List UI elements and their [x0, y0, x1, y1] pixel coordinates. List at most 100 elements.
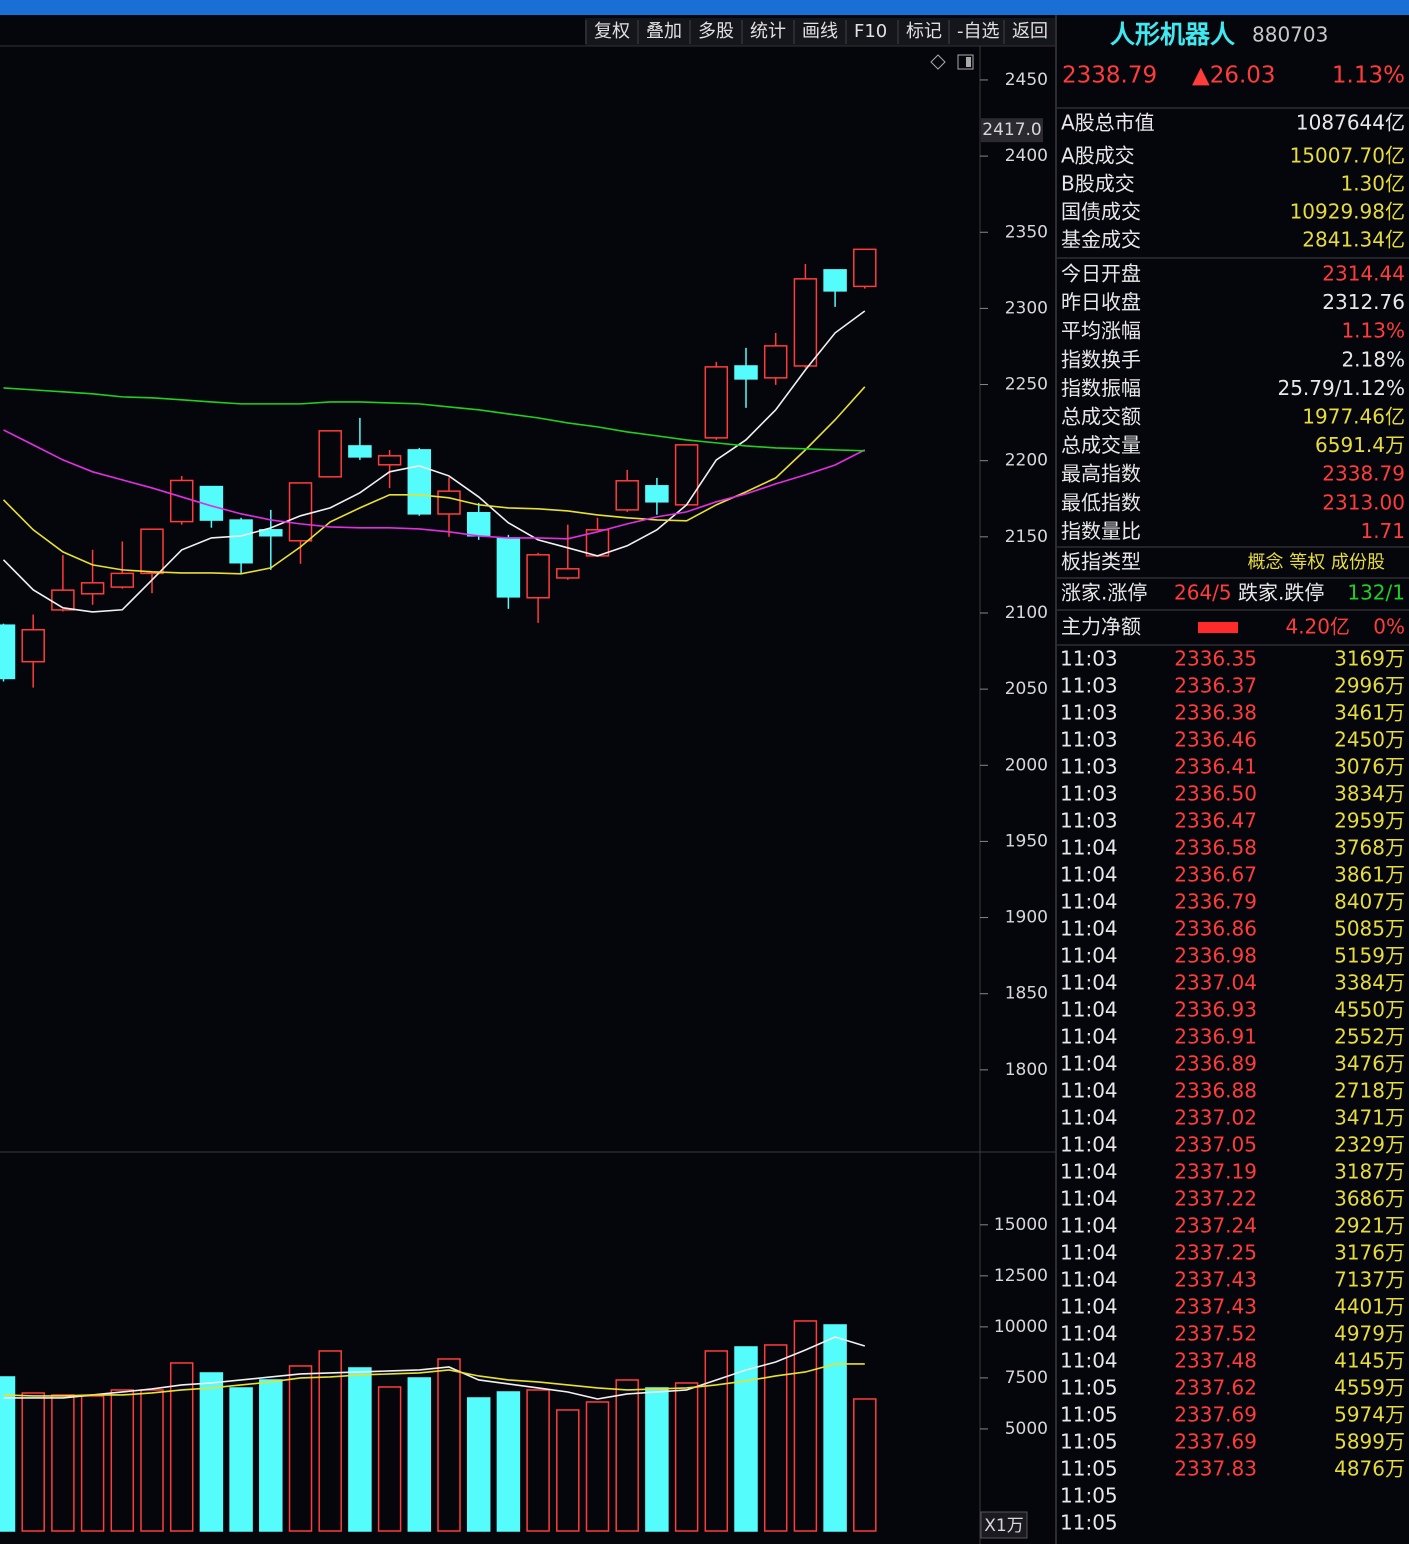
candle-body [259, 529, 283, 537]
toolbar-button[interactable]: 统计 [750, 21, 786, 42]
volume-bar [704, 1350, 729, 1532]
toolbar-button[interactable]: 返回 [1012, 21, 1048, 42]
stat-value: 15007.70亿 [1290, 144, 1405, 168]
volume-bar [823, 1324, 847, 1532]
stat-label: 跌家.跌停 [1238, 581, 1324, 605]
candle-body [229, 519, 253, 564]
trade-cell: 2337.22 [1174, 1187, 1257, 1211]
trade-cell: 3861万 [1334, 863, 1405, 887]
trade-cell: 2336.98 [1174, 944, 1257, 968]
trade-cell: 11:04 [1060, 1052, 1118, 1076]
trade-cell: 2450万 [1334, 728, 1405, 752]
volume-bar [674, 1382, 699, 1532]
trade-cell: 2337.69 [1174, 1430, 1257, 1454]
y-tick-label: 15000 [994, 1215, 1048, 1235]
volume-bar [763, 1344, 788, 1532]
trade-cell: 2336.93 [1174, 998, 1257, 1022]
trade-cell: 11:03 [1060, 728, 1118, 752]
toolbar-button[interactable]: 标记 [906, 21, 942, 42]
trade-cell: 3187万 [1334, 1160, 1405, 1184]
trade-cell: 2337.52 [1174, 1322, 1257, 1346]
trade-cell: 11:04 [1060, 917, 1118, 941]
y-tick-label: 2050 [1005, 679, 1048, 699]
candle-body [437, 490, 461, 515]
volume-bar [318, 1350, 342, 1532]
toolbar-button[interactable]: -自选 [957, 21, 1000, 42]
trade-cell: 4876万 [1334, 1457, 1405, 1481]
volume-bar [259, 1379, 283, 1532]
stat-value: 2312.76 [1322, 290, 1405, 314]
trade-cell: 3768万 [1334, 836, 1405, 860]
y-tick-label: 2350 [1005, 222, 1048, 242]
trade-cell: 3169万 [1334, 647, 1405, 671]
stat-label: 主力净额 [1061, 615, 1141, 639]
candle-body [80, 582, 105, 595]
trade-cell: 3461万 [1334, 701, 1405, 725]
trade-cell: 2329万 [1334, 1133, 1405, 1157]
toolbar-button[interactable]: 多股 [698, 21, 734, 42]
trade-cell: 11:04 [1060, 890, 1118, 914]
icon [966, 57, 971, 67]
y-tick-label: 2200 [1005, 451, 1048, 471]
index-code: 880703 [1252, 23, 1328, 47]
trade-cell: 11:04 [1060, 998, 1118, 1022]
cursor-box [981, 118, 1043, 143]
trade-cell: 2336.41 [1174, 755, 1257, 779]
stat-value: 25.79/1.12% [1277, 376, 1405, 400]
trade-cell: 11:04 [1060, 1025, 1118, 1049]
y-tick-label: 2250 [1005, 375, 1048, 395]
trade-cell: 3471万 [1334, 1106, 1405, 1130]
trade-cell: 11:03 [1060, 701, 1118, 725]
y-tick-label: 2000 [1005, 755, 1048, 775]
trade-cell: 2337.69 [1174, 1403, 1257, 1427]
trade-cell: 3834万 [1334, 782, 1405, 806]
trade-cell: 2996万 [1334, 674, 1405, 698]
toolbar-button[interactable]: 复权 [594, 21, 630, 42]
panel-dividers [1057, 107, 1409, 646]
trade-cell: 11:05 [1060, 1403, 1118, 1427]
volume-bar [229, 1387, 253, 1532]
trade-cell: 7137万 [1334, 1268, 1405, 1292]
volume-bar [288, 1365, 313, 1532]
trade-cell: 4559万 [1334, 1376, 1405, 1400]
trade-cell: 2336.67 [1174, 863, 1257, 887]
toolbar-button[interactable]: 画线 [802, 21, 838, 42]
candle-body [615, 480, 639, 511]
trade-cell: 11:04 [1060, 944, 1118, 968]
icon[interactable] [957, 54, 974, 70]
y-tick-label: 12500 [994, 1266, 1048, 1286]
candle-body [526, 554, 550, 599]
volume-ma-line [3, 1336, 866, 1400]
volume-ma-line [3, 1363, 865, 1397]
candle-body [556, 568, 580, 579]
volume-bar [585, 1401, 610, 1532]
candle-body [674, 444, 699, 506]
stat-label: 涨家.涨停 [1061, 581, 1147, 605]
trade-cell: 11:04 [1060, 971, 1118, 995]
trade-cell: 5159万 [1334, 944, 1405, 968]
stat-value: 10929.98亿 [1290, 200, 1405, 224]
y-tick-label: 1800 [1005, 1060, 1048, 1080]
y-tick-label: 1900 [1005, 908, 1048, 928]
trade-cell: 11:03 [1060, 782, 1118, 806]
trade-cell: 11:05 [1060, 1376, 1118, 1400]
volume-bar [615, 1379, 639, 1532]
icon[interactable] [930, 54, 946, 70]
volume-bar [21, 1392, 45, 1532]
toolbar-button[interactable]: 叠加 [646, 21, 682, 42]
trade-cell: 11:04 [1060, 1160, 1118, 1184]
flow-bar [1198, 622, 1238, 633]
candle-body [348, 445, 372, 458]
trade-cell: 2336.86 [1174, 917, 1257, 941]
trade-cell: 2336.58 [1174, 836, 1257, 860]
trade-cell: 2337.48 [1174, 1349, 1257, 1373]
toolbar-button[interactable]: F10 [854, 21, 887, 42]
stat-label: 平均涨幅 [1061, 319, 1141, 343]
volume-bar [110, 1389, 135, 1532]
unit-label: X1万 [984, 1516, 1023, 1536]
trade-cell: 11:04 [1060, 1106, 1118, 1130]
trade-cell: 11:03 [1060, 809, 1118, 833]
volume-bar [80, 1395, 105, 1532]
ma-line [2, 386, 866, 575]
index-name: 人形机器人 [1110, 20, 1235, 49]
